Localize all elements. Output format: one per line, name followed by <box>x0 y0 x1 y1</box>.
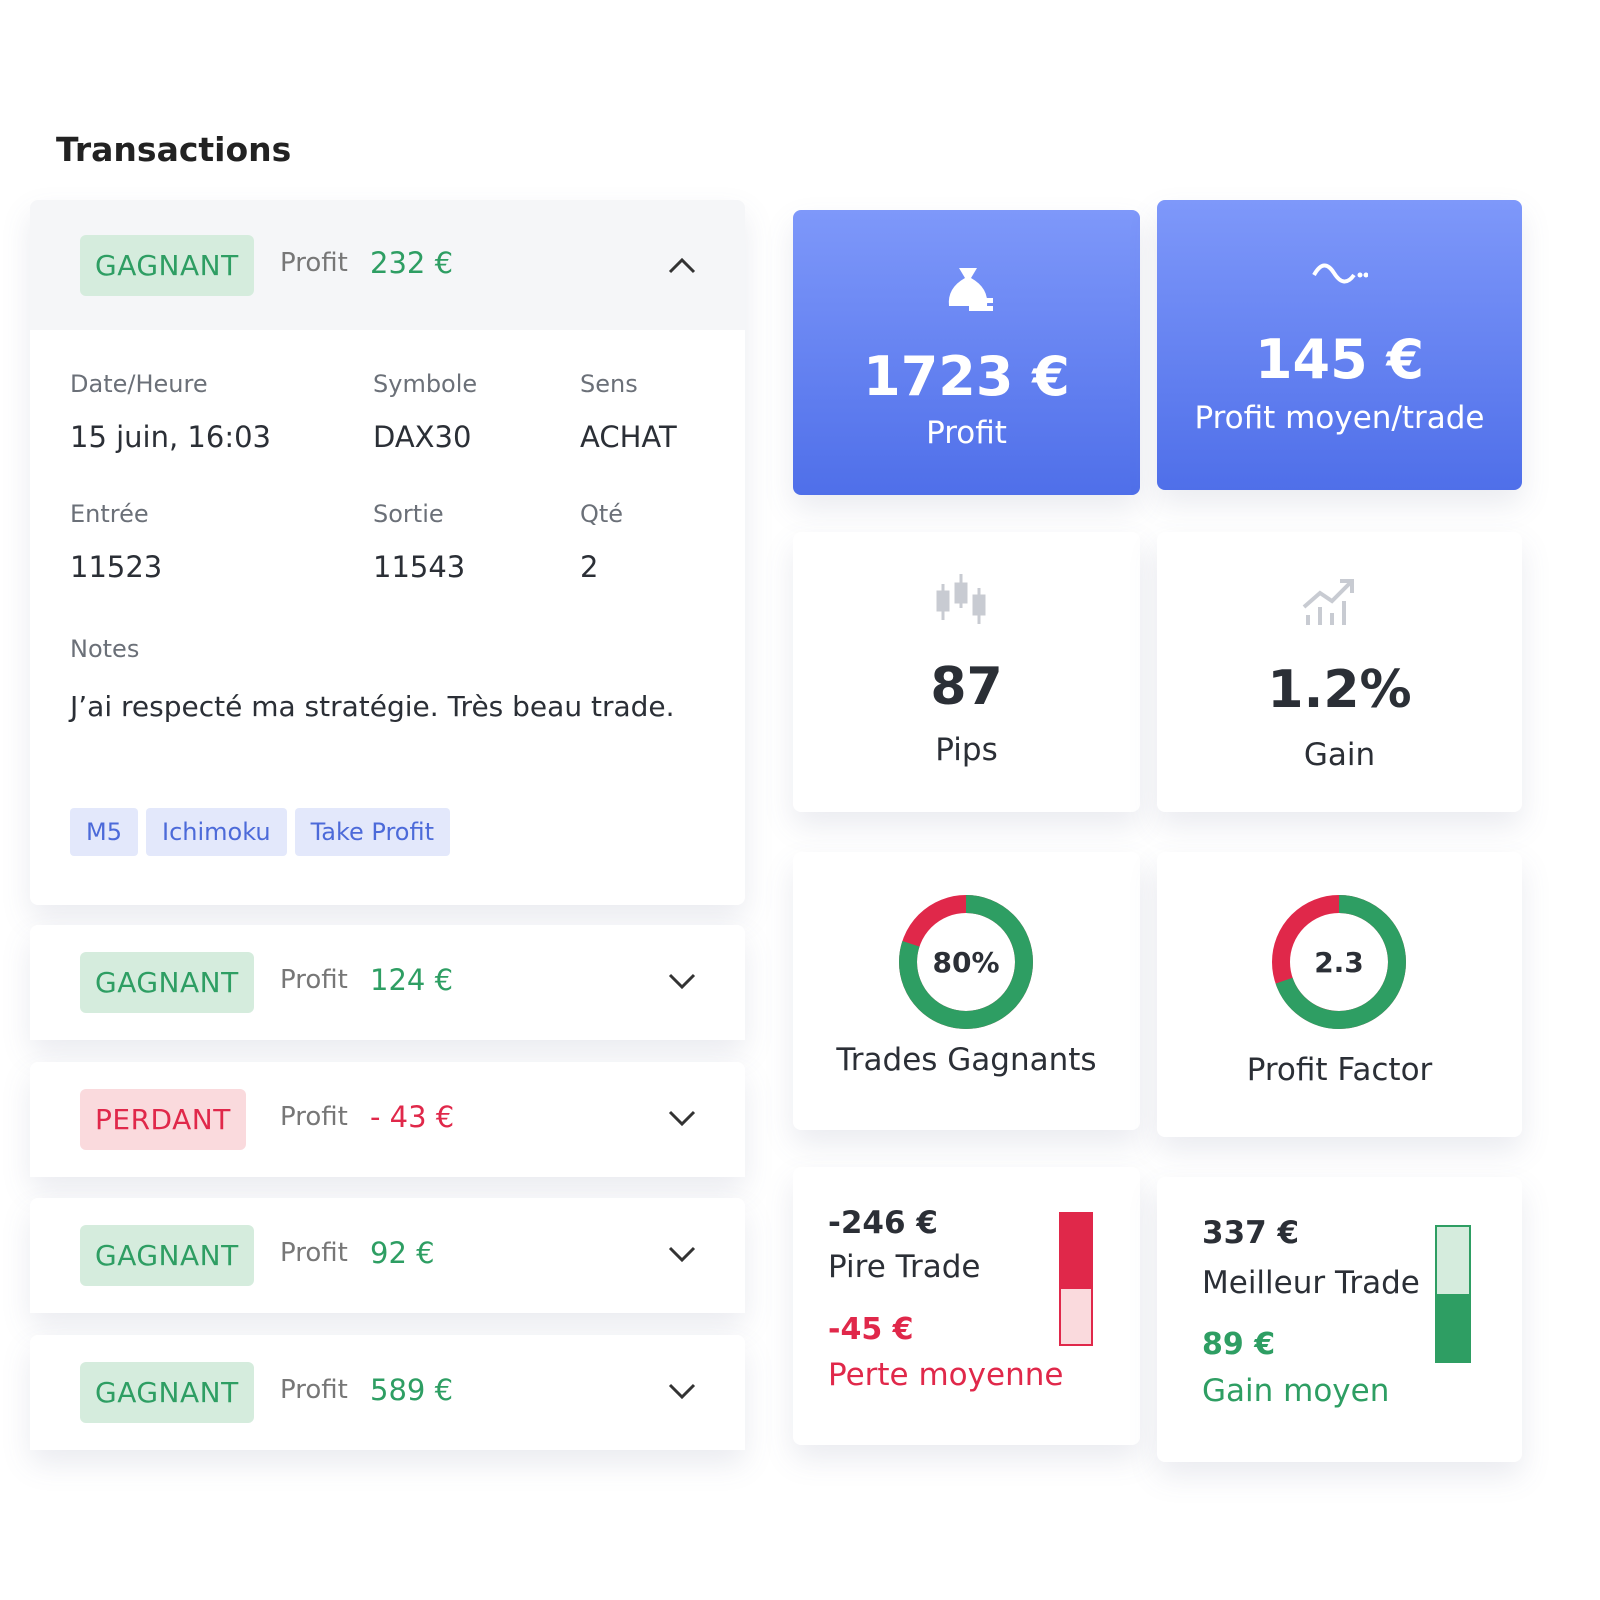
stat-value: 87 <box>930 657 1003 717</box>
stat-card: 337 € Meilleur Trade 89 € Gain moyen <box>1157 1177 1522 1462</box>
donut-label: 80% <box>932 946 999 979</box>
stat-card: 145 € Profit moyen/trade <box>1157 200 1522 490</box>
field-label: Sortie <box>373 500 444 528</box>
profit-label: Profit <box>280 248 348 278</box>
status-badge: PERDANT <box>80 1089 246 1150</box>
profit-value: 124 € <box>370 963 454 997</box>
worst-value: -246 € <box>828 1205 938 1241</box>
profit-label: Profit <box>280 1375 348 1405</box>
donut-chart: 80% <box>899 895 1033 1029</box>
transaction-card: GAGNANT Profit 92 € <box>30 1198 745 1313</box>
field-value: 15 juin, 16:03 <box>70 420 272 454</box>
profit-value: - 43 € <box>370 1100 455 1134</box>
toggle-chevron[interactable] <box>667 972 697 992</box>
field-label: Qté <box>580 500 624 528</box>
status-badge: GAGNANT <box>80 952 254 1013</box>
loss-gauge <box>1059 1212 1093 1346</box>
card-header[interactable]: GAGNANT Profit 589 € <box>30 1335 745 1450</box>
tag-list: M5 Ichimoku Take Profit <box>70 808 458 856</box>
avg-gain-value: 89 € <box>1202 1327 1276 1362</box>
avg-loss-label: Perte moyenne <box>828 1357 1064 1393</box>
transaction-card: GAGNANT Profit 232 € Date/Heure 15 juin, 16:… <box>30 200 745 905</box>
transaction-card: GAGNANT Profit 589 € <box>30 1335 745 1450</box>
field-value: ACHAT <box>580 420 677 454</box>
stat-value: 1723 € <box>863 345 1070 408</box>
avg-loss-value: -45 € <box>828 1312 914 1347</box>
card-header[interactable]: GAGNANT Profit 232 € <box>30 200 745 330</box>
status-badge: GAGNANT <box>80 1362 254 1423</box>
candles-icon <box>936 574 986 624</box>
best-value: 337 € <box>1202 1215 1300 1251</box>
field-label: Symbole <box>373 370 478 398</box>
toggle-chevron[interactable] <box>667 1109 697 1129</box>
status-badge: GAGNANT <box>80 235 254 296</box>
best-label: Meilleur Trade <box>1202 1265 1420 1301</box>
chevron-path <box>668 1110 696 1127</box>
stat-card: Profit Factor 2.3 <box>1157 852 1522 1137</box>
stat-value: 145 € <box>1254 328 1425 391</box>
stat-label: Profit Factor <box>1246 1052 1433 1088</box>
transaction-card: PERDANT Profit - 43 € <box>30 1062 745 1177</box>
field-value: 2 <box>580 550 599 584</box>
chevron-path <box>668 1246 696 1263</box>
stat-card: Trades Gagnants 80% <box>793 852 1140 1130</box>
transaction-card: GAGNANT Profit 124 € <box>30 925 745 1040</box>
stat-label: Pips <box>935 732 998 768</box>
field-value: DAX30 <box>373 420 472 454</box>
field-label: Sens <box>580 370 638 398</box>
stat-label: Profit moyen/trade <box>1194 400 1485 436</box>
growth-icon <box>1302 579 1354 625</box>
toggle-chevron[interactable] <box>667 1382 697 1402</box>
card-header[interactable]: GAGNANT Profit 124 € <box>30 925 745 1040</box>
donut-chart: 2.3 <box>1272 895 1406 1029</box>
toggle-chevron[interactable] <box>667 1245 697 1265</box>
card-header[interactable]: GAGNANT Profit 92 € <box>30 1198 745 1313</box>
chevron-path <box>668 257 696 274</box>
stat-value: 1.2% <box>1267 660 1412 720</box>
field-label: Entrée <box>70 500 149 528</box>
toggle-chevron[interactable] <box>667 255 697 275</box>
profit-label: Profit <box>280 965 348 995</box>
profit-value: 589 € <box>370 1373 454 1407</box>
notes-label: Notes <box>70 635 140 663</box>
card-header[interactable]: PERDANT Profit - 43 € <box>30 1062 745 1177</box>
stat-card: 87 Pips <box>793 532 1140 812</box>
gain-gauge <box>1435 1225 1471 1363</box>
status-badge: GAGNANT <box>80 1225 254 1286</box>
wave-icon <box>1312 263 1368 284</box>
tag[interactable]: Take Profit <box>294 808 451 856</box>
profit-label: Profit <box>280 1102 348 1132</box>
field-label: Date/Heure <box>70 370 208 398</box>
profit-value: 232 € <box>370 246 454 280</box>
field-value: 11523 <box>70 550 163 584</box>
stat-label: Gain <box>1303 737 1376 773</box>
notes-text: J’ai respecté ma stratégie. Très beau tr… <box>70 690 675 723</box>
field-value: 11543 <box>373 550 466 584</box>
section-title: Transactions <box>56 130 292 169</box>
profit-label: Profit <box>280 1238 348 1268</box>
worst-label: Pire Trade <box>828 1249 981 1285</box>
stat-label: Trades Gagnants <box>836 1042 1097 1078</box>
donut-label: 2.3 <box>1314 946 1364 979</box>
money-icon <box>948 268 993 311</box>
stat-label: Profit <box>926 415 1007 451</box>
stat-card: 1.2% Gain <box>1157 532 1522 812</box>
avg-gain-label: Gain moyen <box>1202 1373 1390 1409</box>
tag[interactable]: M5 <box>70 808 138 856</box>
donut-win-arc <box>899 895 1033 1029</box>
tag[interactable]: Ichimoku <box>145 808 287 856</box>
chevron-path <box>668 973 696 990</box>
stat-card: 1723 € Profit <box>793 210 1140 495</box>
donut-win-arc <box>1272 895 1406 1029</box>
chevron-path <box>668 1383 696 1400</box>
profit-value: 92 € <box>370 1236 435 1270</box>
stat-card: -246 € Pire Trade -45 € Perte moyenne <box>793 1167 1140 1445</box>
